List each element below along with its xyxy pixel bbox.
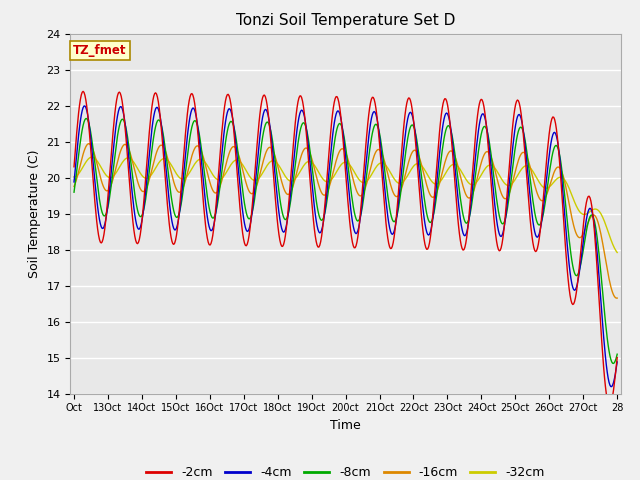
Legend: -2cm, -4cm, -8cm, -16cm, -32cm: -2cm, -4cm, -8cm, -16cm, -32cm bbox=[141, 461, 550, 480]
Y-axis label: Soil Temperature (C): Soil Temperature (C) bbox=[28, 149, 41, 278]
X-axis label: Time: Time bbox=[330, 419, 361, 432]
Text: TZ_fmet: TZ_fmet bbox=[73, 44, 127, 58]
Title: Tonzi Soil Temperature Set D: Tonzi Soil Temperature Set D bbox=[236, 13, 455, 28]
